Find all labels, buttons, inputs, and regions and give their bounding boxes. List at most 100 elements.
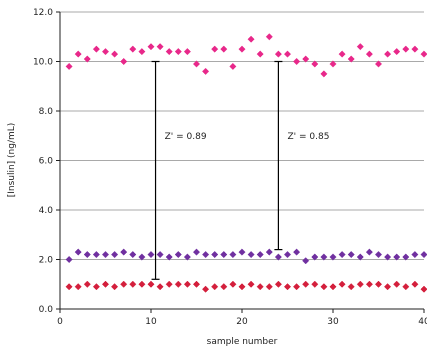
data-point <box>147 250 155 259</box>
data-point <box>402 45 410 53</box>
y-tick-label: 10.0 <box>33 58 53 68</box>
data-point <box>265 248 273 256</box>
data-point <box>247 250 255 259</box>
data-point <box>174 250 182 259</box>
data-point <box>420 50 427 58</box>
y-tick-label: 4.0 <box>39 206 54 216</box>
data-point <box>238 45 246 53</box>
data-point <box>265 33 273 41</box>
data-point <box>311 253 319 261</box>
data-point <box>274 280 282 288</box>
data-point <box>411 280 419 288</box>
data-point <box>374 60 383 68</box>
data-point <box>283 250 292 259</box>
data-point <box>220 45 228 53</box>
data-point <box>101 48 110 56</box>
tick-labels: 0.0 2.0 4.0 6.0 8.0 10.0 12.0 0 10 20 30 40 <box>33 8 427 327</box>
data-point <box>402 253 410 261</box>
data-point <box>347 283 355 291</box>
data-point <box>229 250 237 259</box>
data-point <box>74 283 82 291</box>
data-point <box>174 280 182 288</box>
data-point <box>365 280 373 288</box>
y-tick-label: 6.0 <box>39 157 54 167</box>
data-point <box>138 48 146 56</box>
data-point <box>411 250 419 259</box>
data-point <box>247 280 255 288</box>
data-point <box>256 250 264 259</box>
data-point <box>347 55 355 63</box>
data-point <box>156 250 164 259</box>
data-point <box>293 248 301 256</box>
data-point <box>101 280 110 288</box>
data-point <box>65 62 73 71</box>
data-point <box>274 50 282 58</box>
y-tick-label: 0.0 <box>39 305 54 315</box>
data-point <box>302 280 310 288</box>
data-point <box>83 250 91 259</box>
data-point <box>83 280 91 288</box>
data-point <box>420 250 427 259</box>
data-point <box>111 50 119 58</box>
data-point <box>338 280 346 288</box>
data-point <box>129 280 137 288</box>
y-axis-label: [Insulin] (ng/mL) <box>7 123 17 198</box>
data-point <box>393 253 401 261</box>
data-point <box>129 250 137 259</box>
data-point <box>229 280 237 288</box>
data-point <box>238 283 246 291</box>
y-tick-label: 12.0 <box>33 8 53 18</box>
data-point <box>374 250 383 259</box>
data-point <box>92 45 100 53</box>
data-point <box>265 283 273 291</box>
y-tick-label: 2.0 <box>39 256 54 266</box>
data-point <box>311 280 319 288</box>
data-point <box>183 48 191 56</box>
data-point <box>256 283 264 291</box>
data-point <box>320 283 328 291</box>
data-point <box>183 280 191 288</box>
data-point <box>165 280 173 288</box>
series-1 <box>65 248 427 265</box>
data-point <box>83 55 91 63</box>
data-point <box>183 253 191 261</box>
data-point <box>293 57 301 66</box>
data-point <box>220 283 228 291</box>
data-point <box>420 285 427 293</box>
data-point <box>229 62 237 71</box>
x-tick-label: 30 <box>327 317 339 327</box>
data-point <box>138 253 146 261</box>
data-series <box>65 33 427 293</box>
data-point <box>365 248 373 256</box>
data-point <box>120 248 128 256</box>
data-point <box>165 253 173 261</box>
data-point <box>165 48 173 56</box>
data-point <box>393 280 401 288</box>
data-point <box>338 250 346 259</box>
data-point <box>74 50 82 58</box>
data-point <box>147 280 155 288</box>
data-point <box>238 248 246 256</box>
data-point <box>220 250 228 259</box>
data-point <box>120 57 128 66</box>
data-point <box>247 35 255 43</box>
data-point <box>101 250 110 259</box>
data-point <box>311 60 319 68</box>
data-point <box>384 50 392 58</box>
data-point <box>211 250 219 259</box>
series-0 <box>65 33 427 78</box>
data-point <box>65 283 73 291</box>
data-point <box>192 60 201 68</box>
x-tick-label: 0 <box>57 317 63 327</box>
data-point <box>347 250 355 259</box>
data-point <box>111 250 119 259</box>
x-tick-label: 10 <box>145 317 157 327</box>
data-point <box>156 283 164 291</box>
data-point <box>211 45 219 53</box>
data-point <box>384 253 392 261</box>
data-point <box>329 283 337 291</box>
data-point <box>111 283 119 291</box>
z-prime-label: Z' = 0.89 <box>165 132 207 142</box>
data-point <box>92 250 100 259</box>
data-point <box>393 48 401 56</box>
